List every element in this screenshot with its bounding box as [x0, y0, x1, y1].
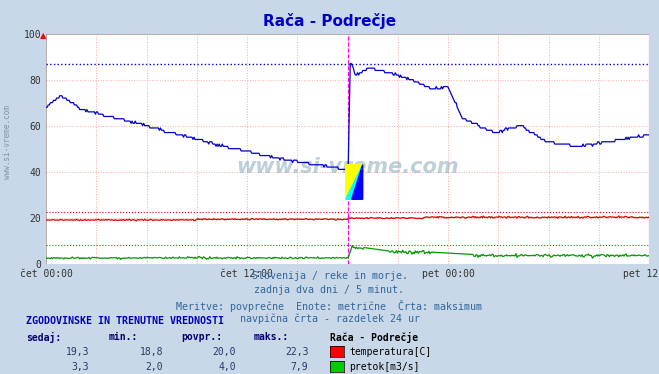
- Text: zadnja dva dni / 5 minut.: zadnja dva dni / 5 minut.: [254, 285, 405, 295]
- Text: Meritve: povprečne  Enote: metrične  Črta: maksimum: Meritve: povprečne Enote: metrične Črta:…: [177, 300, 482, 312]
- Text: www.si-vreme.com: www.si-vreme.com: [3, 105, 13, 179]
- Text: Rača - Podrečje: Rača - Podrečje: [263, 13, 396, 29]
- Text: Slovenija / reke in morje.: Slovenija / reke in morje.: [252, 271, 407, 281]
- Text: min.:: min.:: [109, 332, 138, 342]
- Text: pretok[m3/s]: pretok[m3/s]: [349, 362, 420, 373]
- Text: povpr.:: povpr.:: [181, 332, 222, 342]
- Text: ZGODOVINSKE IN TRENUTNE VREDNOSTI: ZGODOVINSKE IN TRENUTNE VREDNOSTI: [26, 316, 224, 326]
- Text: Rača - Podrečje: Rača - Podrečje: [330, 332, 418, 343]
- Text: 7,9: 7,9: [291, 362, 308, 373]
- Polygon shape: [346, 165, 362, 199]
- Text: temperatura[C]: temperatura[C]: [349, 347, 432, 358]
- Text: www.si-vreme.com: www.si-vreme.com: [237, 157, 459, 177]
- Polygon shape: [346, 165, 362, 199]
- Text: 19,3: 19,3: [65, 347, 89, 358]
- Text: ▲: ▲: [40, 31, 46, 40]
- Text: sedaj:: sedaj:: [26, 332, 61, 343]
- Text: 3,3: 3,3: [71, 362, 89, 373]
- Text: 18,8: 18,8: [140, 347, 163, 358]
- Text: navpična črta - razdelek 24 ur: navpična črta - razdelek 24 ur: [239, 314, 420, 324]
- Text: 20,0: 20,0: [212, 347, 236, 358]
- Polygon shape: [352, 165, 362, 199]
- Text: 22,3: 22,3: [285, 347, 308, 358]
- Text: 4,0: 4,0: [218, 362, 236, 373]
- Text: maks.:: maks.:: [254, 332, 289, 342]
- Text: 2,0: 2,0: [146, 362, 163, 373]
